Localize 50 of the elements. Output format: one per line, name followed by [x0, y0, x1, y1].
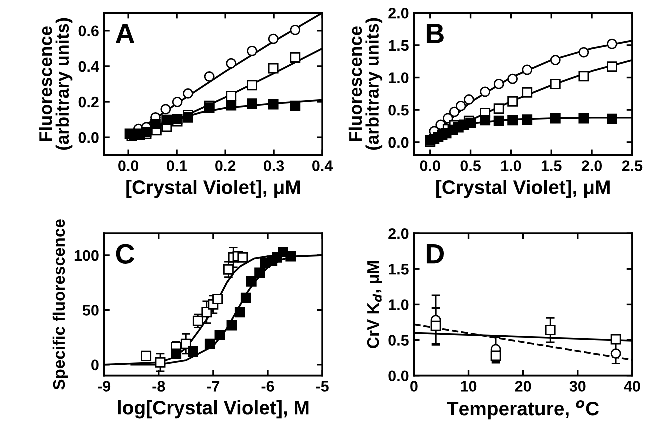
x-axis-title: log[Crystal Violet], M	[118, 400, 309, 419]
y-tick-label: 1.0	[389, 72, 409, 84]
x-tick-label: 20	[515, 381, 532, 392]
x-tick-label: -6	[262, 381, 274, 392]
y-axis-title: Specific fluorescence	[52, 220, 68, 390]
y-tick-label: 0.0	[388, 370, 409, 382]
y-axis-title: Fluorescence (arbitrary units)	[348, 18, 383, 150]
y-tick-label: 100	[74, 250, 99, 262]
y-tick-label: 1.0	[389, 300, 409, 310]
y-tick-label: 0.4	[78, 61, 100, 72]
y-axis-title: Fluorescence (arbitrary units)	[39, 18, 73, 150]
y-tick-label: 0.0	[388, 137, 409, 148]
x-tick-label: -8	[152, 381, 166, 392]
y-tick-label: 0.5	[388, 104, 409, 116]
x-tick-label: 0.0	[420, 160, 440, 172]
y-tick-label: 0	[92, 360, 99, 371]
x-tick-label: 0.3	[264, 160, 284, 172]
chart-title: D	[426, 244, 444, 264]
x-tick-label: -7	[207, 381, 220, 392]
x-tick-label: 2.0	[582, 160, 602, 172]
x-tick-label: 10	[461, 381, 477, 392]
y-tick-label: 0.0	[78, 132, 99, 144]
x-tick-label: 0.0	[118, 160, 139, 172]
x-tick-label: 30	[570, 381, 586, 392]
chart-title: A	[116, 24, 135, 44]
chart-title: C	[116, 244, 135, 264]
y-tick-label: 50	[82, 305, 99, 316]
x-tick-label: 1.5	[542, 160, 562, 172]
x-tick-label: -9	[98, 381, 111, 392]
x-tick-label: -5	[316, 381, 329, 392]
x-tick-label: 0.5	[460, 160, 481, 172]
chart-title: B	[426, 24, 444, 44]
y-tick-label: 0.5	[388, 335, 409, 346]
y-tick-label: 2.0	[388, 228, 409, 240]
x-tick-label: 40	[624, 381, 640, 392]
y-tick-label: 0.2	[78, 96, 99, 108]
x-tick-label: 2.5	[622, 160, 643, 172]
y-tick-label: 0.6	[78, 26, 99, 37]
x-tick-label: 1.0	[502, 160, 522, 172]
y-tick-label: 1.5	[389, 40, 409, 52]
y-tick-label: 2.0	[388, 8, 409, 19]
x-tick-label: 0.1	[167, 160, 188, 172]
x-tick-label: 0.4	[312, 160, 334, 172]
x-axis-title: [Crystal Violet], μM	[436, 180, 610, 198]
x-axis-title: [Crystal Violet], μM	[126, 180, 300, 198]
x-tick-label: 0	[410, 381, 418, 392]
y-axis-title: CrV K$_{d}$, μM	[367, 262, 382, 348]
x-tick-label: 0.2	[216, 160, 236, 172]
x-axis-title: Temperature, $^{o}$C	[447, 400, 600, 420]
y-tick-label: 1.5	[389, 264, 409, 275]
